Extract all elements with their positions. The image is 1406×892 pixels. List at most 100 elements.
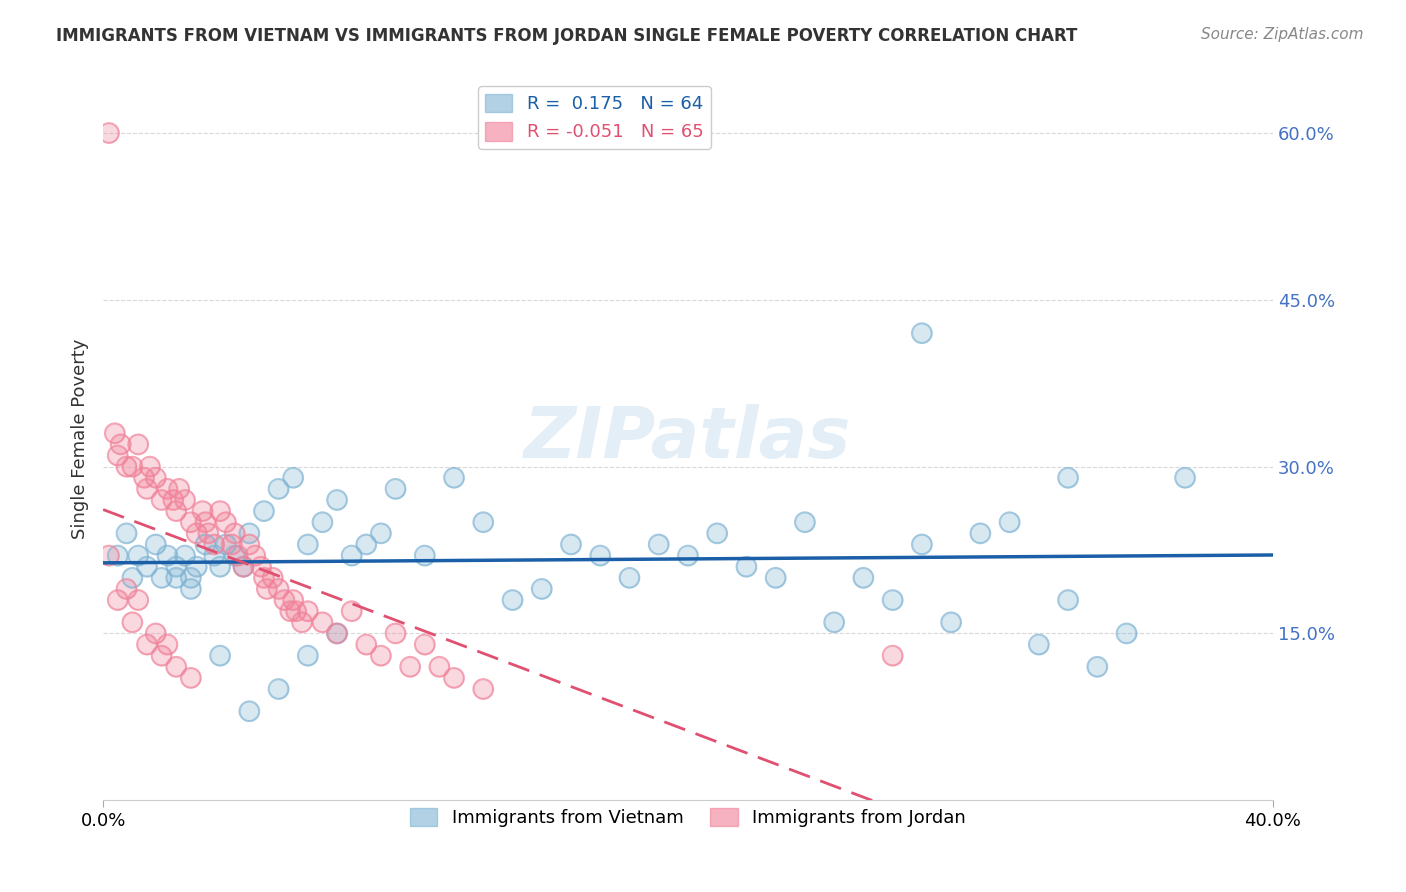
Point — [370, 648, 392, 663]
Point — [132, 471, 155, 485]
Point — [384, 482, 406, 496]
Point — [127, 437, 149, 451]
Point — [215, 537, 238, 551]
Point — [115, 582, 138, 596]
Point — [619, 571, 641, 585]
Point — [104, 426, 127, 441]
Point — [156, 549, 179, 563]
Point — [735, 559, 758, 574]
Point — [1028, 638, 1050, 652]
Point — [221, 537, 243, 551]
Point — [326, 493, 349, 508]
Point — [589, 549, 612, 563]
Text: Source: ZipAtlas.com: Source: ZipAtlas.com — [1201, 27, 1364, 42]
Point — [145, 537, 167, 551]
Point — [273, 593, 295, 607]
Point — [197, 526, 219, 541]
Point — [273, 593, 295, 607]
Point — [186, 559, 208, 574]
Text: IMMIGRANTS FROM VIETNAM VS IMMIGRANTS FROM JORDAN SINGLE FEMALE POVERTY CORRELAT: IMMIGRANTS FROM VIETNAM VS IMMIGRANTS FR… — [56, 27, 1077, 45]
Legend: Immigrants from Vietnam, Immigrants from Jordan: Immigrants from Vietnam, Immigrants from… — [404, 801, 973, 835]
Point — [253, 504, 276, 518]
Point — [145, 471, 167, 485]
Point — [399, 660, 422, 674]
Point — [165, 571, 187, 585]
Point — [413, 549, 436, 563]
Point — [136, 482, 159, 496]
Point — [1085, 660, 1108, 674]
Point — [283, 471, 305, 485]
Point — [311, 515, 333, 529]
Point — [209, 559, 232, 574]
Point — [98, 126, 121, 140]
Point — [502, 593, 524, 607]
Point — [136, 559, 159, 574]
Point — [243, 549, 266, 563]
Point — [340, 549, 363, 563]
Point — [911, 537, 934, 551]
Point — [706, 526, 728, 541]
Point — [291, 615, 314, 630]
Point — [502, 593, 524, 607]
Point — [136, 482, 159, 496]
Point — [384, 626, 406, 640]
Point — [150, 571, 173, 585]
Point — [647, 537, 669, 551]
Point — [340, 549, 363, 563]
Point — [221, 537, 243, 551]
Point — [706, 526, 728, 541]
Point — [267, 582, 290, 596]
Point — [267, 582, 290, 596]
Point — [443, 671, 465, 685]
Y-axis label: Single Female Poverty: Single Female Poverty — [72, 339, 89, 539]
Point — [209, 504, 232, 518]
Point — [969, 526, 991, 541]
Point — [413, 638, 436, 652]
Point — [262, 571, 284, 585]
Point — [882, 593, 904, 607]
Point — [136, 638, 159, 652]
Point — [911, 537, 934, 551]
Point — [823, 615, 845, 630]
Point — [150, 648, 173, 663]
Point — [326, 626, 349, 640]
Point — [852, 571, 875, 585]
Point — [443, 671, 465, 685]
Point — [145, 537, 167, 551]
Point — [297, 537, 319, 551]
Point — [793, 515, 815, 529]
Point — [136, 638, 159, 652]
Point — [619, 571, 641, 585]
Point — [356, 638, 378, 652]
Point — [156, 482, 179, 496]
Point — [174, 549, 197, 563]
Point — [121, 459, 143, 474]
Point — [194, 537, 217, 551]
Point — [150, 493, 173, 508]
Point — [560, 537, 582, 551]
Point — [191, 504, 214, 518]
Point — [165, 504, 187, 518]
Point — [443, 471, 465, 485]
Point — [370, 526, 392, 541]
Point — [150, 493, 173, 508]
Point — [413, 549, 436, 563]
Point — [250, 559, 273, 574]
Point — [215, 537, 238, 551]
Point — [224, 549, 246, 563]
Point — [472, 681, 495, 696]
Point — [107, 549, 129, 563]
Point — [939, 615, 962, 630]
Point — [238, 537, 260, 551]
Point — [238, 526, 260, 541]
Point — [285, 604, 308, 618]
Point — [370, 648, 392, 663]
Point — [278, 604, 301, 618]
Point — [136, 559, 159, 574]
Point — [110, 437, 132, 451]
Point — [174, 493, 197, 508]
Point — [98, 126, 121, 140]
Point — [530, 582, 553, 596]
Point — [165, 559, 187, 574]
Point — [852, 571, 875, 585]
